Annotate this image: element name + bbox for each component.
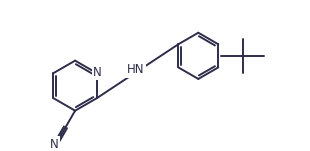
Text: HN: HN [127, 63, 144, 76]
Text: N: N [93, 66, 102, 79]
Text: N: N [50, 138, 58, 151]
